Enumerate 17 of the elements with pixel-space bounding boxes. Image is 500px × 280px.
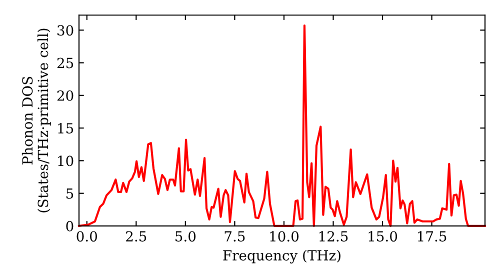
x-tick-label: 7.5 xyxy=(224,231,245,242)
x-tick-label: 2.5 xyxy=(126,231,146,242)
y-axis-title: Phonon DOS (States/THz·primitive cell) xyxy=(22,28,51,212)
x-tick-label: 15.0 xyxy=(368,231,398,242)
y-tick-label: 25 xyxy=(57,58,74,68)
y-tick-label: 10 xyxy=(58,156,74,166)
x-tick-label: 12.5 xyxy=(319,231,348,242)
x-tick-label: 5.0 xyxy=(176,231,196,242)
y-tick-label: 15 xyxy=(58,123,74,134)
x-tick-label: 10.0 xyxy=(270,231,299,242)
x-axis-title: Frequency (THz) xyxy=(223,250,340,264)
x-tick-label: 0.0 xyxy=(76,231,98,242)
y-tick-label: 5 xyxy=(66,188,74,199)
y-tick-label: 0 xyxy=(66,220,74,232)
x-tick-label: 17.5 xyxy=(418,231,446,242)
y-tick-label: 30 xyxy=(58,25,74,36)
y-tick-label: 20 xyxy=(57,90,74,101)
